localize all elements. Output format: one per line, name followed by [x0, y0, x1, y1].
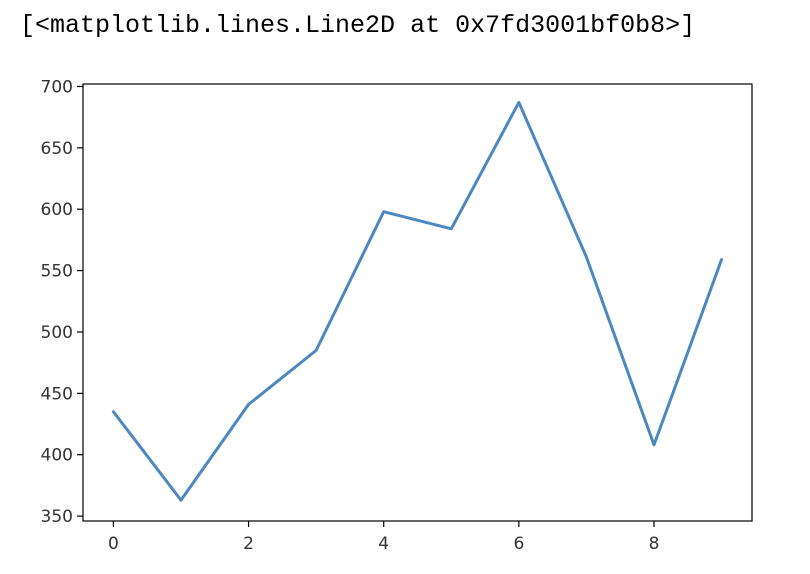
x-tick-label: 8	[649, 534, 660, 554]
x-tick-label: 4	[378, 534, 389, 554]
x-tick-label: 2	[243, 534, 254, 554]
y-tick-label: 450	[41, 384, 73, 404]
y-tick-label: 350	[41, 507, 73, 527]
x-tick-label: 0	[108, 534, 119, 554]
y-tick-label: 400	[41, 446, 73, 466]
y-tick-label: 700	[41, 77, 73, 97]
y-tick-label: 550	[41, 262, 73, 282]
y-axis-ticks: 350 400 450 500 550 600 650 700	[41, 77, 83, 527]
cell-output-repr: [<matplotlib.lines.Line2D at 0x7fd3001bf…	[20, 11, 696, 40]
x-axis-ticks: 0 2 4 6 8	[108, 521, 659, 554]
y-tick-label: 600	[41, 200, 73, 220]
y-tick-label: 650	[41, 139, 73, 159]
data-points	[113, 102, 722, 501]
x-tick-label: 6	[513, 534, 524, 554]
y-tick-label: 500	[41, 323, 73, 343]
series-line	[111, 100, 724, 502]
plot-area-frame	[82, 83, 753, 522]
